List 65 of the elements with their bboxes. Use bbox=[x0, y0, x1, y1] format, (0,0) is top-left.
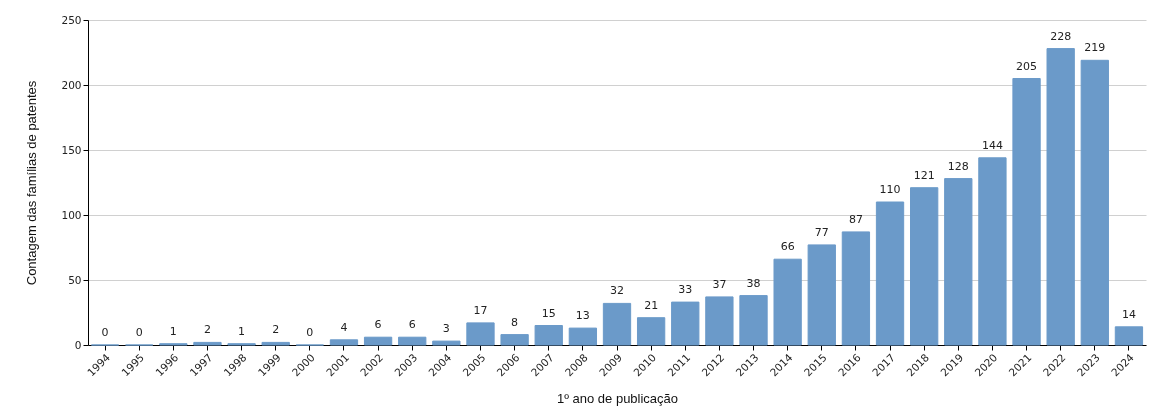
data-label: 8 bbox=[511, 315, 519, 329]
data-label: 32 bbox=[610, 284, 624, 298]
data-label: 144 bbox=[981, 138, 1003, 152]
bar bbox=[1080, 59, 1109, 346]
bar bbox=[432, 340, 461, 346]
bar bbox=[773, 258, 802, 346]
x-axis-title: 1º ano de publicação bbox=[556, 390, 679, 406]
data-label: 37 bbox=[712, 277, 727, 291]
data-label: 110 bbox=[879, 183, 901, 196]
y-tick-label: 250 bbox=[61, 13, 82, 26]
bar bbox=[944, 178, 973, 346]
bar bbox=[500, 334, 529, 346]
bar bbox=[261, 341, 290, 346]
bar bbox=[841, 231, 871, 346]
bar bbox=[193, 341, 222, 346]
data-label: 205 bbox=[1016, 59, 1038, 73]
bar bbox=[1012, 78, 1041, 346]
y-tick-label: 150 bbox=[61, 143, 82, 156]
data-label: 17 bbox=[473, 303, 488, 317]
data-label: 6 bbox=[408, 318, 416, 332]
bar bbox=[398, 336, 427, 346]
data-label: 13 bbox=[575, 309, 590, 323]
bar bbox=[807, 244, 836, 346]
bar bbox=[602, 302, 632, 346]
bar bbox=[363, 336, 393, 346]
bar bbox=[705, 296, 734, 346]
data-label: 38 bbox=[746, 276, 761, 290]
bar bbox=[910, 187, 939, 346]
bar bbox=[568, 327, 598, 346]
bar bbox=[671, 301, 700, 346]
bar bbox=[1046, 48, 1075, 346]
y-tick-label: 200 bbox=[61, 78, 82, 91]
data-label: 21 bbox=[644, 298, 659, 312]
y-tick-label: 0 bbox=[74, 338, 82, 351]
data-label: 6 bbox=[374, 318, 382, 332]
bar bbox=[329, 339, 359, 346]
bar bbox=[534, 325, 563, 346]
data-label: 128 bbox=[947, 159, 969, 173]
bar bbox=[1114, 326, 1144, 346]
data-label: 15 bbox=[541, 306, 556, 320]
data-label: 3 bbox=[442, 322, 450, 336]
y-tick-label: 50 bbox=[68, 273, 82, 286]
data-label: 219 bbox=[1084, 41, 1106, 55]
bar bbox=[978, 157, 1007, 346]
data-label: 1 bbox=[169, 324, 177, 338]
data-label: 4 bbox=[340, 320, 348, 334]
data-label: 66 bbox=[780, 240, 795, 254]
y-axis-title: Contagem das famílias de patentes bbox=[24, 80, 40, 286]
data-label: 33 bbox=[678, 283, 693, 297]
bar bbox=[466, 322, 495, 346]
bar bbox=[875, 201, 905, 346]
data-label: 77 bbox=[814, 225, 829, 239]
data-label: 0 bbox=[101, 326, 109, 339]
data-label: 2 bbox=[272, 323, 280, 337]
data-label: 121 bbox=[913, 168, 935, 182]
data-label: 0 bbox=[135, 326, 143, 339]
bar bbox=[636, 317, 666, 346]
data-label: 87 bbox=[848, 212, 863, 226]
data-label: 1 bbox=[238, 324, 246, 338]
bar bbox=[739, 295, 768, 346]
data-label: 228 bbox=[1050, 29, 1072, 43]
data-label: 14 bbox=[1121, 307, 1136, 321]
data-label: 0 bbox=[306, 326, 314, 339]
y-tick-label: 100 bbox=[61, 208, 82, 221]
data-label: 2 bbox=[203, 323, 211, 337]
